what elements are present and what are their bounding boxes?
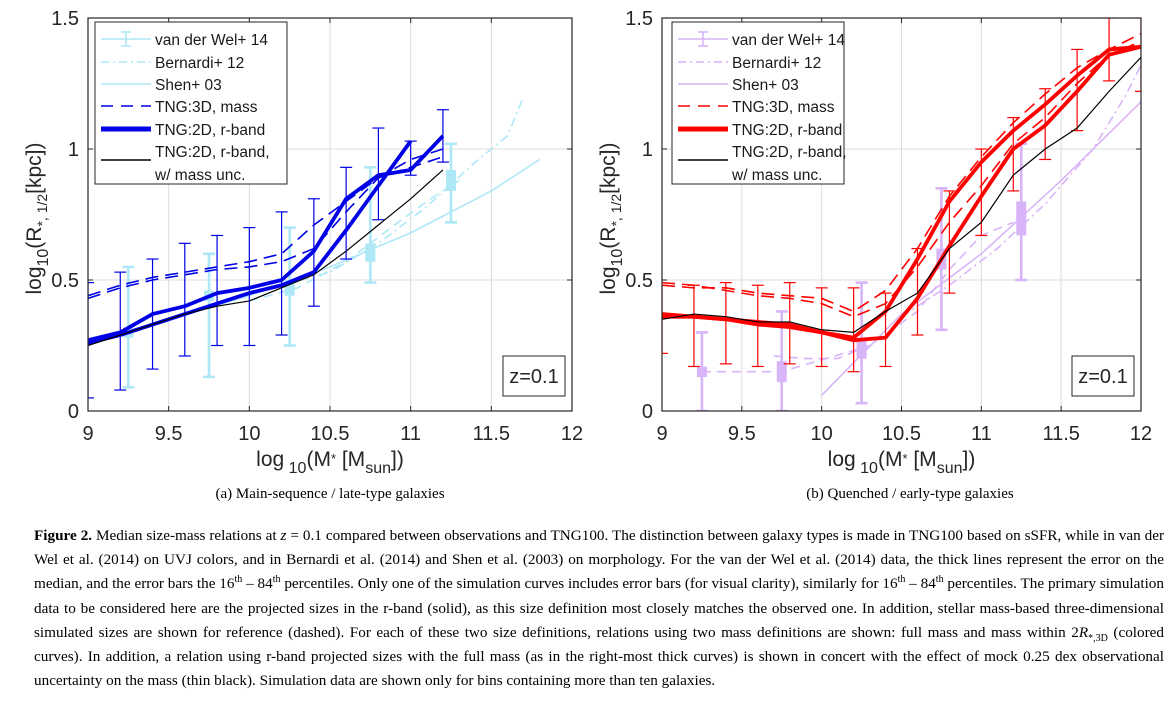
legend-entry: TNG:2D, r-band, — [155, 144, 270, 161]
obs-median-error-box — [446, 169, 456, 191]
series-tng-2d-r-band-w-mass-unc- — [88, 169, 444, 347]
caption-text: Median size-mass relations at — [96, 527, 281, 544]
caption-text: – 84 — [905, 575, 936, 593]
caption-text: percentiles. Only one of the simulation … — [280, 575, 898, 593]
series-bernardi-12-dashed- — [249, 179, 460, 302]
plot-area — [662, 18, 1141, 411]
caption-text: percentiles. The primary simulation data… — [34, 575, 1164, 641]
redshift-annotation-box — [1071, 355, 1135, 397]
series-tng-3d-mass-full- — [662, 33, 1141, 313]
legend-entry: Shen+ 03 — [155, 77, 222, 94]
caption-z: z — [280, 527, 287, 544]
obs-median-error-box — [856, 337, 867, 359]
x-tick-label: 10.5 — [311, 423, 350, 445]
redshift-annotation: z=0.1 — [509, 366, 558, 388]
x-tick-label: 9.5 — [728, 423, 756, 445]
series-bernardi-12-dashed- — [773, 221, 1014, 360]
y-tick-label: 1.5 — [625, 8, 653, 30]
obs-median-error-box — [776, 361, 787, 383]
legend-entry: Shen+ 03 — [732, 77, 799, 94]
caption-sup: th — [897, 574, 906, 586]
caption-sub: *,3D — [1088, 632, 1108, 644]
y-tick-label: 0.5 — [51, 270, 79, 292]
y-tick-label: 0 — [642, 401, 653, 423]
series-tng-3d-mass-2r- — [88, 156, 444, 300]
x-tick-label: 12 — [561, 423, 583, 445]
series-tng-2d-r-band-2r- — [662, 44, 1141, 343]
y-tick-label: 0 — [68, 401, 79, 423]
x-tick-label: 12 — [1130, 423, 1152, 445]
x-tick-label: 10 — [811, 423, 833, 445]
y-tick-label: 1.5 — [51, 8, 79, 30]
caption-text: = 0.1 compared between observations and … — [34, 527, 1164, 593]
x-tick-label: 9.5 — [155, 423, 183, 445]
x-axis-label: log 10(M* [Msun]) — [256, 448, 404, 477]
caption-text: – 84 — [242, 575, 273, 593]
y-axis-label: log10(R*, 1/2[kpc]) — [597, 142, 626, 294]
obs-median-error-box — [365, 243, 376, 262]
x-axis-label: log 10(M* [Msun]) — [828, 448, 976, 477]
x-tick-label: 9 — [656, 423, 667, 445]
axes-frame — [661, 17, 1142, 412]
legend-entry: TNG:2D, r-band — [155, 122, 265, 139]
subcaption-b: (b) Quenched / early-type galaxies — [806, 486, 1014, 502]
subcaption-a: (a) Main-sequence / late-type galaxies — [215, 486, 445, 502]
legend: van der Wel+ 14 Bernardi+ 12 Shen+ 03 TNG:3… — [94, 21, 288, 185]
legend-box — [94, 21, 288, 185]
redshift-annotation: z=0.1 — [1078, 366, 1127, 388]
y-axis-label: log10(R*, 1/2[kpc]) — [23, 142, 52, 294]
obs-median-error-box — [696, 366, 707, 377]
legend-entry: Bernardi+ 12 — [732, 55, 821, 72]
legend-entry: w/ mass unc. — [731, 167, 822, 184]
series-bernardi-12-dash-dot- — [281, 96, 525, 287]
legend-entry: w/ mass unc. — [154, 167, 245, 184]
series-tng-3d-mass-2r- — [662, 40, 1141, 318]
obs-median-error-box — [1016, 201, 1027, 236]
legend-entry: Bernardi+ 12 — [155, 55, 244, 72]
legend-entry: TNG:2D, r-band, — [732, 144, 847, 161]
caption-sup: th — [234, 574, 243, 586]
legend-entry: TNG:3D, mass — [732, 99, 835, 116]
x-tick-label: 9 — [82, 423, 93, 445]
legend-entry: TNG:2D, r-band — [732, 122, 842, 139]
legend-entry: van der Wel+ 14 — [155, 32, 268, 49]
x-tick-label: 11.5 — [473, 423, 510, 445]
y-tick-label: 1 — [68, 139, 79, 161]
legend: van der Wel+ 14 Bernardi+ 12 Shen+ 03 TNG:3… — [671, 21, 847, 185]
x-tick-label: 11 — [971, 423, 992, 445]
redshift-annotation-box — [502, 355, 566, 397]
caption-sup: th — [935, 574, 944, 586]
series-tng-2d-r-band-w-mass-unc- — [662, 56, 1141, 334]
series-tng-2d-r-band-full- — [88, 134, 445, 343]
plot-area — [88, 96, 541, 399]
x-tick-label: 10.5 — [882, 423, 921, 445]
caption-sup: th — [272, 574, 281, 586]
legend-entry: TNG:3D, mass — [155, 99, 258, 116]
x-tick-label: 10 — [238, 423, 260, 445]
x-tick-label: 11 — [400, 423, 421, 445]
axes-frame — [87, 17, 573, 412]
x-tick-label: 11.5 — [1042, 423, 1079, 445]
caption-r: R — [1078, 623, 1089, 641]
y-tick-label: 0.5 — [625, 270, 653, 292]
obs-median-error-box — [284, 280, 295, 296]
legend-entry: van der Wel+ 14 — [732, 32, 845, 49]
figure-caption: Figure 2. Median size-mass relations at … — [34, 524, 1164, 693]
caption-label: Figure 2. — [34, 527, 93, 544]
y-tick-label: 1 — [642, 139, 653, 161]
caption-text: (colored curves). In addition, a relatio… — [34, 623, 1164, 690]
legend-box — [671, 21, 845, 185]
